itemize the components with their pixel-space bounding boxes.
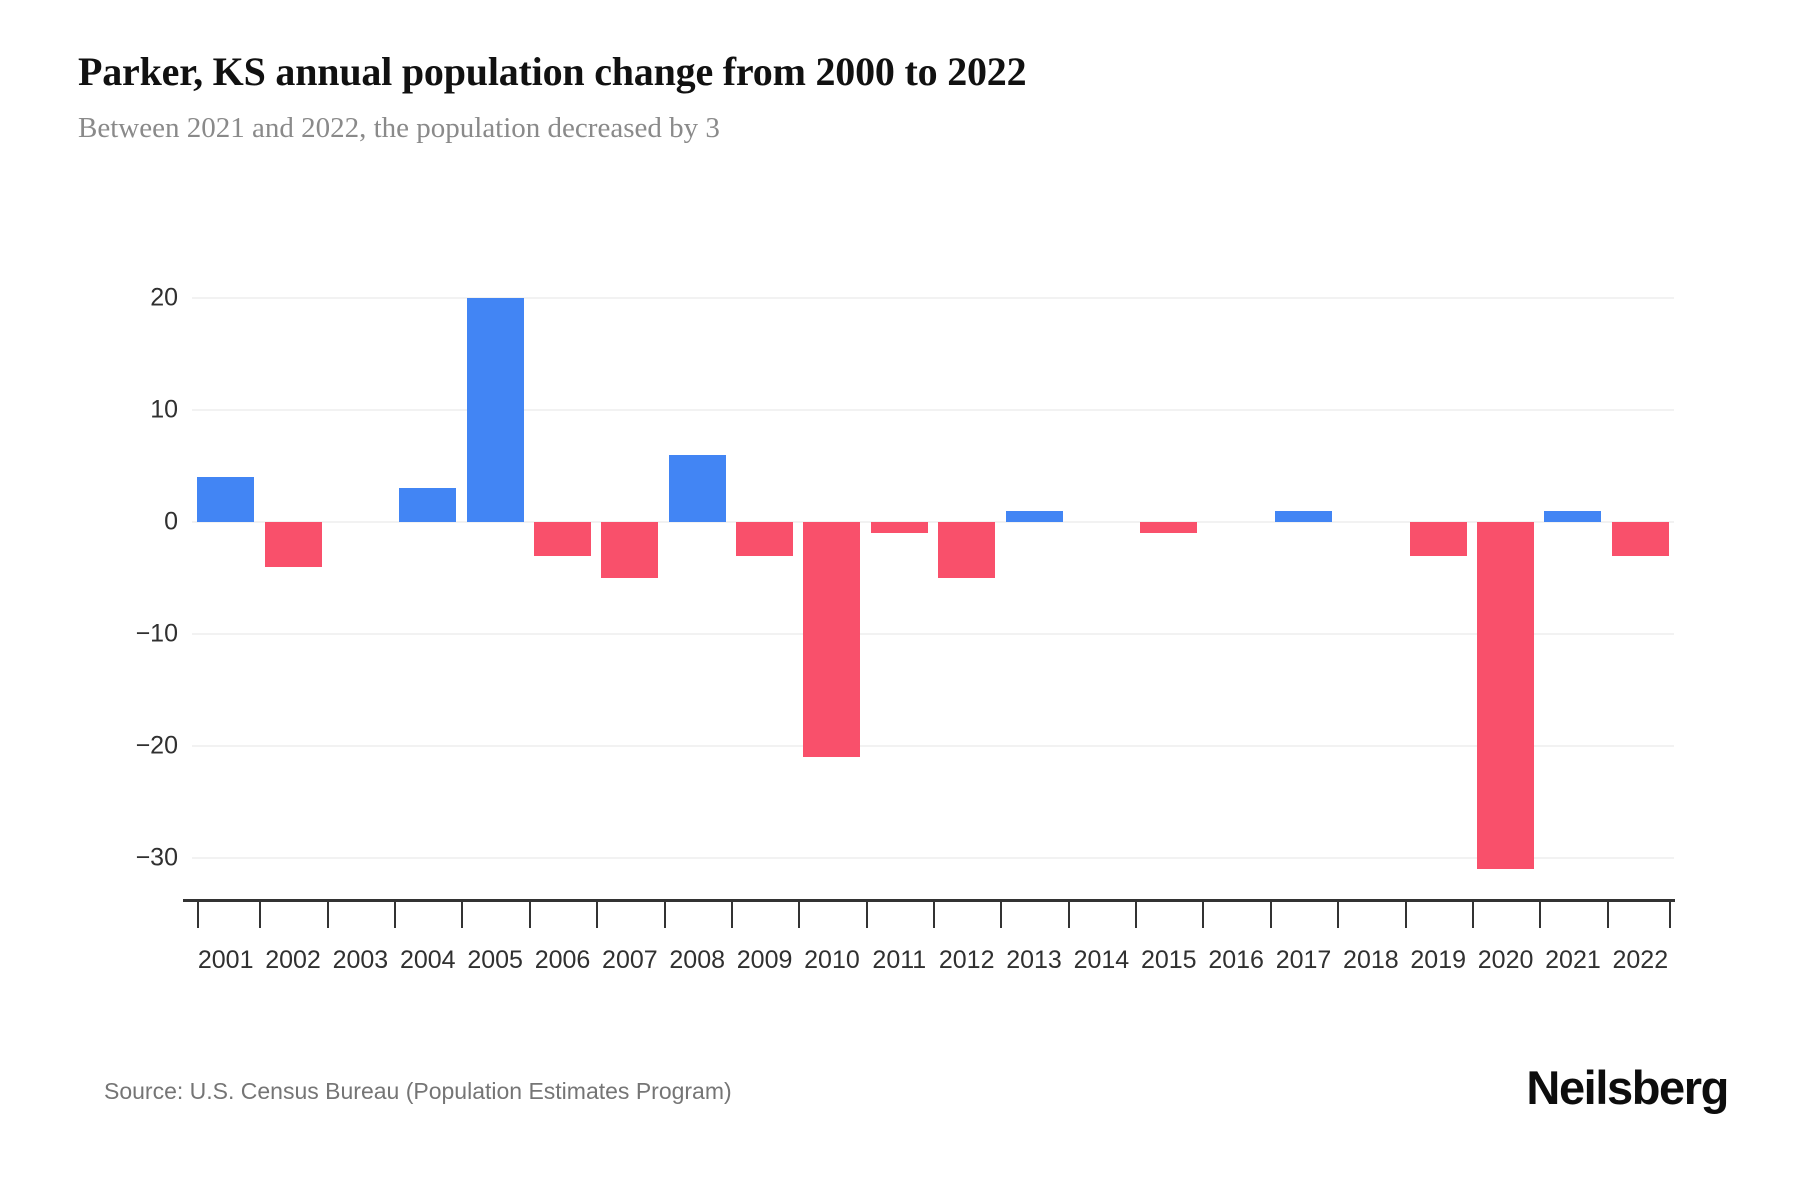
x-axis-tick (1269, 902, 1272, 928)
x-tick-label-2008: 2008 (669, 946, 726, 974)
y-tick-label: −20 (135, 731, 178, 760)
y-tick-label: 10 (150, 395, 178, 424)
x-tick-label-2014: 2014 (1073, 946, 1130, 974)
y-tick-label: −30 (135, 843, 178, 872)
x-axis-tick (1539, 902, 1542, 928)
x-tick-label-2002: 2002 (265, 946, 321, 974)
x-axis-tick (259, 902, 262, 928)
x-tick-label-2004: 2004 (399, 946, 456, 974)
x-axis-tick (197, 902, 199, 928)
bar-2012[interactable] (938, 522, 996, 578)
x-axis-tick (798, 902, 801, 928)
x-tick-label-2022: 2022 (1612, 946, 1669, 974)
x-tick-label-2011: 2011 (872, 946, 927, 974)
chart-header: Parker, KS annual population change from… (78, 48, 1728, 146)
bar-2006[interactable] (534, 522, 591, 556)
y-tick-label: −10 (135, 619, 178, 648)
gridline (192, 409, 1674, 411)
x-axis-tick (1337, 902, 1340, 928)
bars-group (192, 0, 1674, 1200)
x-axis-tick (326, 902, 329, 928)
bar-2005[interactable] (466, 298, 524, 522)
bar-2015[interactable] (1140, 522, 1198, 534)
chart-subtitle: Between 2021 and 2022, the population de… (78, 112, 720, 145)
x-axis-tick (1606, 902, 1609, 928)
y-tick-label: 20 (150, 283, 178, 312)
x-axis-tick (1202, 902, 1205, 928)
brand-logo: Neilsberg (1526, 1061, 1729, 1114)
x-tick-label-2006: 2006 (534, 946, 591, 974)
x-axis-line (183, 899, 1675, 902)
gridline (192, 297, 1674, 299)
gridline (192, 857, 1674, 859)
x-axis-tick (1471, 902, 1474, 928)
x-tick-label-2021: 2021 (1545, 946, 1601, 974)
gridline (192, 633, 1674, 635)
bar-2008[interactable] (668, 454, 726, 522)
bar-2009[interactable] (736, 522, 794, 556)
y-tick-label: 0 (164, 507, 178, 536)
x-tick-label-2012: 2012 (938, 946, 995, 974)
x-axis-tick (1404, 902, 1407, 928)
x-axis-tick (1000, 902, 1003, 928)
x-tick-label-2018: 2018 (1343, 946, 1399, 974)
x-axis-tick (1135, 902, 1138, 928)
zero-baseline (192, 521, 1674, 523)
bar-2007[interactable] (601, 522, 659, 578)
bar-2019[interactable] (1409, 522, 1467, 556)
x-axis-tick (933, 902, 935, 928)
x-tick-label-2017: 2017 (1275, 946, 1332, 974)
x-tick-label-2003: 2003 (332, 946, 389, 974)
x-axis-tick (596, 902, 599, 928)
bar-2022[interactable] (1611, 522, 1669, 556)
bar-2011[interactable] (870, 522, 928, 534)
bar-2021[interactable] (1544, 510, 1602, 522)
x-tick-label-2009: 2009 (736, 946, 793, 974)
x-tick-label-2001: 2001 (197, 946, 254, 974)
x-axis-tick (730, 902, 733, 928)
x-tick-label-2005: 2005 (467, 946, 523, 974)
x-axis-tick (461, 902, 464, 928)
bar-2017[interactable] (1275, 510, 1332, 522)
x-axis-tick (865, 902, 868, 928)
source-note: Source: U.S. Census Bureau (Population E… (104, 1078, 732, 1104)
bar-2004[interactable] (399, 488, 457, 522)
gridline (192, 745, 1674, 747)
bar-2020[interactable] (1477, 522, 1535, 870)
x-tick-label-2016: 2016 (1208, 946, 1264, 974)
x-axis-tick (1669, 902, 1671, 928)
x-axis-tick (663, 902, 666, 928)
page-title: Parker, KS annual population change from… (78, 49, 1027, 94)
x-axis-tick (394, 902, 397, 928)
x-tick-label-2019: 2019 (1410, 946, 1467, 974)
x-tick-label-2015: 2015 (1140, 946, 1197, 974)
x-axis-tick (528, 902, 531, 928)
x-tick-label-2020: 2020 (1477, 946, 1534, 974)
x-tick-label-2010: 2010 (804, 946, 860, 974)
bar-2010[interactable] (803, 522, 861, 758)
bar-2001[interactable] (197, 477, 255, 522)
x-tick-label-2007: 2007 (602, 946, 658, 974)
x-tick-label-2013: 2013 (1006, 946, 1062, 974)
bar-2002[interactable] (264, 522, 322, 567)
x-axis-tick (1067, 902, 1070, 928)
bar-2013[interactable] (1005, 510, 1063, 522)
